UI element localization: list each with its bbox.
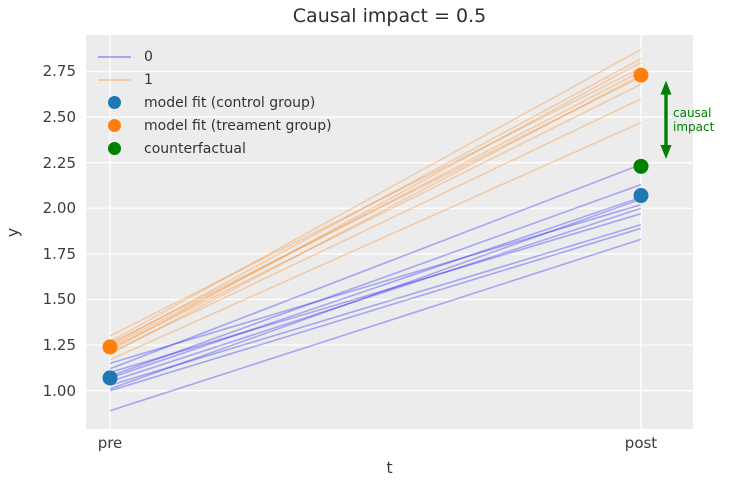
causal-impact-annotation: causal impact <box>673 106 714 134</box>
x-axis-ticks: pre post <box>86 434 693 454</box>
draw-line-group-1 <box>109 76 642 344</box>
draw-line-group-1 <box>109 98 642 354</box>
draw-line-group-1 <box>109 83 642 350</box>
plot-canvas <box>86 35 693 429</box>
y-tick-label: 1.00 <box>42 381 76 400</box>
legend-item-0: 0 <box>98 45 332 68</box>
draw-line-group-0 <box>109 212 642 374</box>
point-model-fit-control-group-post <box>633 188 649 204</box>
legend-dot-swatch-icon <box>98 119 131 132</box>
legend-item-counterfactual: counterfactual <box>98 137 332 160</box>
legend-line-swatch-icon <box>98 78 131 81</box>
x-tick-label: pre <box>97 434 123 452</box>
point-counterfactual-post <box>633 158 649 174</box>
draw-line-group-1 <box>109 48 642 343</box>
draw-line-group-1 <box>109 121 642 361</box>
draw-line-group-1 <box>109 74 642 355</box>
legend-label: 1 <box>144 71 153 88</box>
y-tick-label: 2.00 <box>42 199 76 218</box>
legend-label: counterfactual <box>144 140 246 157</box>
y-tick-label: 2.50 <box>42 108 76 127</box>
legend-dot-swatch-icon <box>98 142 131 155</box>
causal-impact-arrow-head-down <box>660 145 672 160</box>
y-tick-label: 2.75 <box>42 62 76 81</box>
point-model-fit-control-group-pre <box>102 370 118 386</box>
causal-impact-annotation-line: causal <box>673 105 712 120</box>
draw-line-group-1 <box>109 67 642 337</box>
legend-item-model-fit-control-group: model fit (control group) <box>98 91 332 114</box>
x-tick-label: post <box>624 434 658 452</box>
chart-title: Causal impact = 0.5 <box>292 5 487 27</box>
y-tick-label: 1.50 <box>42 290 76 309</box>
draw-line-group-0 <box>109 238 642 412</box>
y-tick-label: 1.25 <box>42 336 76 355</box>
legend-line-swatch-icon <box>98 55 131 58</box>
draw-line-group-1 <box>109 61 642 352</box>
point-model-fit-treament-group-pre <box>102 339 118 355</box>
y-axis-label: y <box>3 227 23 238</box>
draw-line-group-0 <box>109 163 642 370</box>
legend-label: 0 <box>144 48 153 65</box>
draw-line-group-0 <box>109 203 642 365</box>
y-axis-ticks: 1.00 1.25 1.50 1.75 2.00 2.25 2.50 2.75 <box>0 35 86 429</box>
point-model-fit-treament-group-post <box>633 67 649 83</box>
legend: 0 1 model fit (control group) model fit (tr… <box>98 45 332 160</box>
legend-label: model fit (control group) <box>144 94 316 111</box>
y-tick-label: 1.75 <box>42 244 76 263</box>
legend-item-1: 1 <box>98 68 332 91</box>
draw-line-group-0 <box>109 207 642 383</box>
draw-line-group-0 <box>109 223 642 386</box>
y-tick-label: 2.25 <box>42 153 76 172</box>
draw-line-group-0 <box>109 198 642 390</box>
draw-line-group-0 <box>109 183 642 377</box>
draw-line-group-0 <box>109 227 642 392</box>
causal-impact-arrow-head-up <box>660 80 672 95</box>
causal-impact-annotation-line: impact <box>673 119 715 134</box>
legend-dot-swatch-icon <box>98 96 131 109</box>
legend-item-model-fit-treament-group: model fit (treament group) <box>98 114 332 137</box>
draw-line-group-1 <box>109 70 642 348</box>
draw-line-group-1 <box>109 58 642 346</box>
draw-line-group-0 <box>109 196 642 379</box>
plot-area: 0 1 model fit (control group) model fit (tr… <box>86 35 714 429</box>
legend-label: model fit (treament group) <box>144 117 332 134</box>
x-axis-label: t <box>386 458 393 477</box>
